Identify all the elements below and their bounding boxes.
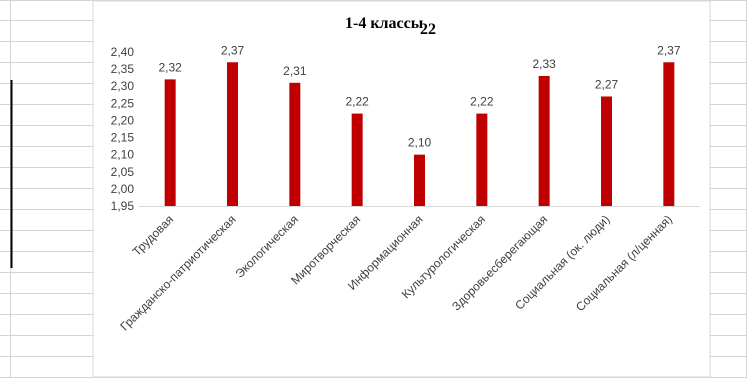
y-tick-label: 2,05 <box>111 165 135 179</box>
bar <box>663 62 675 207</box>
y-tick-label: 2,25 <box>111 96 135 110</box>
y-tick-label: 2,30 <box>111 79 135 93</box>
data-label: 2,37 <box>221 43 245 57</box>
bar <box>351 113 363 206</box>
bar <box>601 96 612 206</box>
cell-overlay-number: 22 <box>420 21 436 38</box>
bar <box>289 82 301 206</box>
bar <box>414 154 425 206</box>
bar-series <box>164 62 675 207</box>
data-label: 2,10 <box>408 136 432 150</box>
bar <box>476 113 488 206</box>
bar <box>164 79 176 206</box>
y-tick-label: 2,20 <box>111 113 135 127</box>
data-label: 2,22 <box>345 95 369 109</box>
y-axis: 1,95 2,00 2,05 2,10 2,15 2,20 2,25 2,30 2,35 2,40 <box>111 45 135 213</box>
chart-area <box>92 0 711 378</box>
data-labels: 2,32 2,37 2,31 2,22 2,10 2,22 2,33 2,27 2,37 <box>158 43 680 149</box>
y-tick-label: 2,10 <box>111 148 135 162</box>
y-tick-label: 2,00 <box>111 182 135 196</box>
y-tick-label: 2,40 <box>111 45 135 59</box>
y-tick-label: 2,35 <box>111 62 135 76</box>
data-label: 2,37 <box>657 43 681 57</box>
chart-title: 1-4 классы <box>345 15 424 32</box>
y-tick-label: 2,15 <box>111 131 135 145</box>
data-label: 2,31 <box>283 64 307 78</box>
data-label: 2,27 <box>595 77 619 91</box>
y-tick-label: 1,95 <box>111 199 135 213</box>
data-label: 2,32 <box>158 60 182 74</box>
bar <box>227 62 238 207</box>
bar <box>538 75 550 206</box>
data-label: 2,33 <box>532 57 556 71</box>
data-label: 2,22 <box>470 95 494 109</box>
